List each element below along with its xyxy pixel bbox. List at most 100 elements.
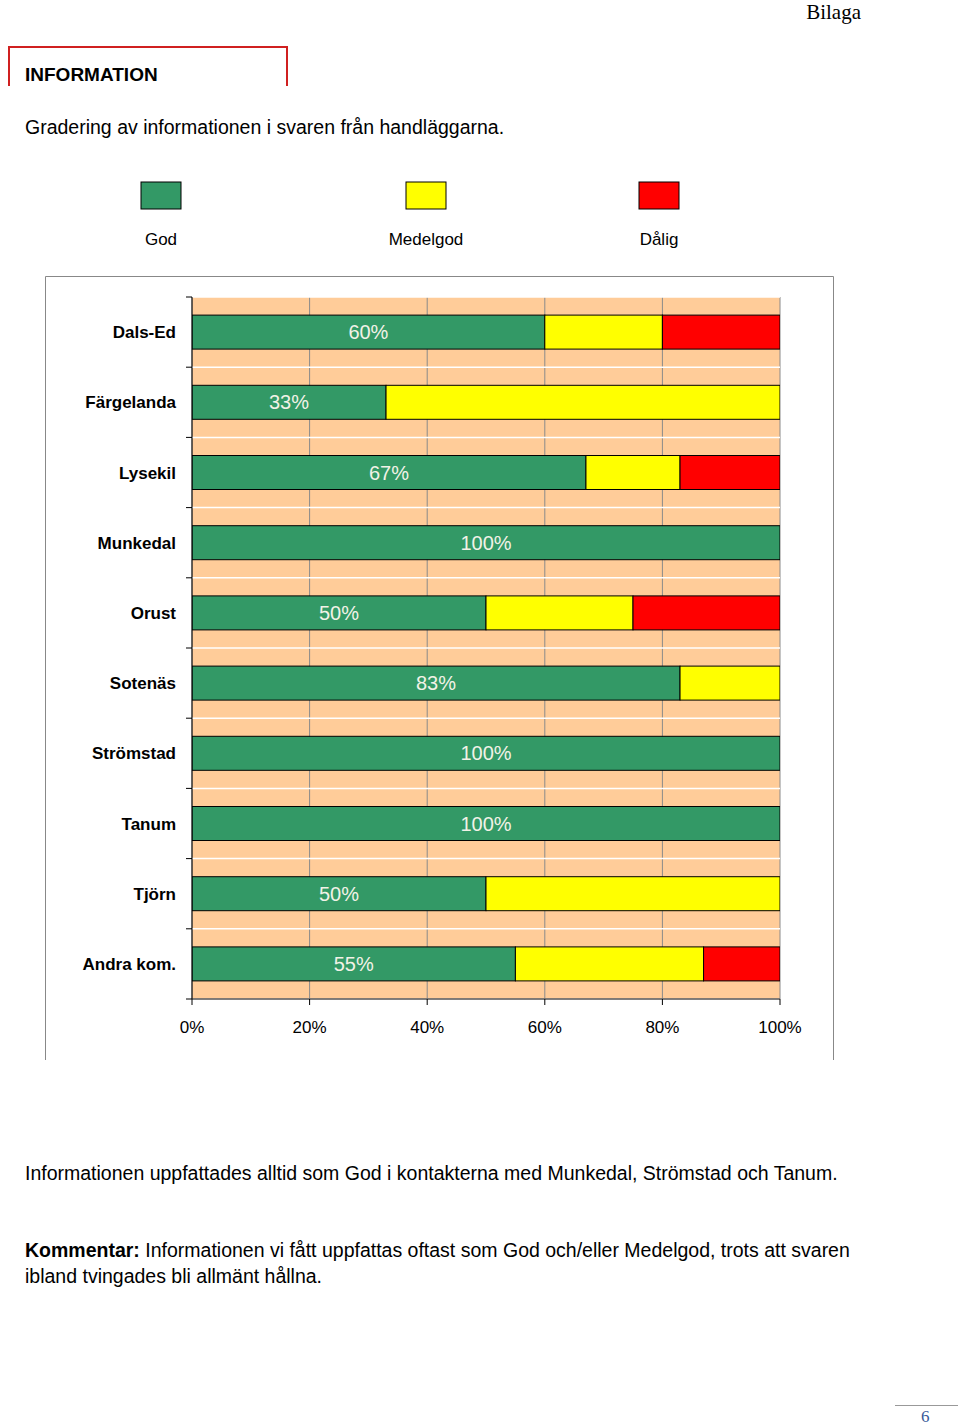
- legend-label: Dålig: [640, 230, 679, 249]
- bar-segment: [680, 456, 780, 490]
- chart-frame: [46, 277, 834, 1061]
- bar-segment: [780, 736, 781, 770]
- data-label: 67%: [369, 462, 409, 484]
- bar-segment: [192, 315, 545, 349]
- comment-label: Kommentar:: [25, 1239, 140, 1261]
- x-tick: [192, 999, 193, 1005]
- row-separator: [192, 437, 780, 439]
- data-label: 100%: [460, 742, 511, 764]
- bar-segment: [780, 666, 781, 700]
- x-axis: [192, 999, 780, 1000]
- category-label: Tanum: [122, 815, 176, 834]
- row-separator: [192, 296, 780, 298]
- x-tick: [780, 999, 781, 1005]
- y-tick: [186, 788, 192, 789]
- x-tick-label: 100%: [758, 1018, 801, 1037]
- comment: Kommentar: Informationen vi fått uppfatt…: [25, 1237, 865, 1289]
- bar-segment: [192, 666, 680, 700]
- bar-segment: [633, 596, 780, 630]
- legend-swatch: [406, 182, 446, 209]
- x-tick: [662, 999, 663, 1005]
- category-label: Lysekil: [119, 464, 176, 483]
- row-separator: [192, 507, 780, 509]
- footer-rule: [895, 1405, 958, 1406]
- bar-segment: [586, 456, 680, 490]
- bar-segment: [704, 947, 780, 981]
- chart: GodMedelgodDåligDals-EdFärgelandaLysekil…: [0, 0, 960, 1100]
- x-tick-label: 40%: [410, 1018, 444, 1037]
- bar-segment: [780, 807, 781, 841]
- y-tick: [186, 928, 192, 929]
- bar-segment: [486, 596, 633, 630]
- bar-segment: [192, 596, 486, 630]
- y-tick: [186, 577, 192, 578]
- bar-segment: [192, 385, 386, 419]
- row-separator: [192, 366, 780, 368]
- category-label: Färgelanda: [85, 393, 176, 412]
- bar-segment: [386, 385, 780, 419]
- bar-segment: [486, 877, 780, 911]
- bar-segment: [680, 666, 780, 700]
- bar-segment: [780, 385, 781, 419]
- bar-segment: [662, 315, 780, 349]
- category-label: Tjörn: [134, 885, 177, 904]
- bar-segment: [780, 877, 781, 911]
- data-label: 60%: [348, 321, 388, 343]
- paragraph: Informationen uppfattades alltid som God…: [25, 1160, 865, 1186]
- section-title: INFORMATION: [25, 63, 158, 87]
- data-label: 100%: [460, 813, 511, 835]
- bar-segment: [780, 736, 781, 770]
- intro-text: Gradering av informationen i svaren från…: [25, 114, 504, 140]
- category-label: Orust: [131, 604, 177, 623]
- data-label: 50%: [319, 602, 359, 624]
- y-tick: [186, 648, 192, 649]
- bar-segment: [192, 456, 586, 490]
- bar-segment: [780, 526, 781, 560]
- x-tick: [427, 999, 428, 1005]
- y-tick: [186, 437, 192, 438]
- y-axis: [192, 297, 193, 999]
- legend-swatch: [639, 182, 679, 209]
- bar-segment: [545, 315, 663, 349]
- bars: [192, 315, 780, 981]
- row-separator: [192, 998, 780, 1000]
- bar-segment: [780, 807, 781, 841]
- category-label: Andra kom.: [82, 955, 176, 974]
- y-tick: [186, 507, 192, 508]
- bar-segment: [192, 807, 780, 841]
- legend-label: God: [145, 230, 177, 249]
- y-tick: [186, 367, 192, 368]
- bar-segment: [192, 947, 515, 981]
- y-tick: [186, 297, 192, 298]
- page-number: 6: [921, 1407, 930, 1427]
- data-label: 50%: [319, 883, 359, 905]
- bar-segment: [515, 947, 703, 981]
- row-separator: [192, 788, 780, 790]
- x-tick-label: 0%: [180, 1018, 205, 1037]
- plot-background: [192, 297, 780, 999]
- bar-segment: [192, 526, 780, 560]
- x-tick-label: 20%: [293, 1018, 327, 1037]
- category-label: Strömstad: [92, 744, 176, 763]
- category-label: Sotenäs: [110, 674, 176, 693]
- row-separator: [192, 577, 780, 579]
- bar-segment: [192, 877, 486, 911]
- row-separator: [192, 647, 780, 649]
- data-label: 33%: [269, 391, 309, 413]
- grid-line: [192, 297, 193, 999]
- y-tick: [186, 999, 192, 1000]
- row-separator: [192, 928, 780, 930]
- bar-segment: [192, 736, 780, 770]
- x-tick-label: 80%: [645, 1018, 679, 1037]
- row-separator: [192, 717, 780, 719]
- x-tick-label: 60%: [528, 1018, 562, 1037]
- page-header: Bilaga: [806, 0, 861, 24]
- category-label: Munkedal: [98, 534, 176, 553]
- category-label: Dals-Ed: [113, 323, 176, 342]
- data-label: 100%: [460, 532, 511, 554]
- data-label: 55%: [334, 953, 374, 975]
- y-tick: [186, 718, 192, 719]
- comment-text: Informationen vi fått uppfattas oftast s…: [25, 1239, 850, 1287]
- legend-swatch: [141, 182, 181, 209]
- row-separator: [192, 858, 780, 860]
